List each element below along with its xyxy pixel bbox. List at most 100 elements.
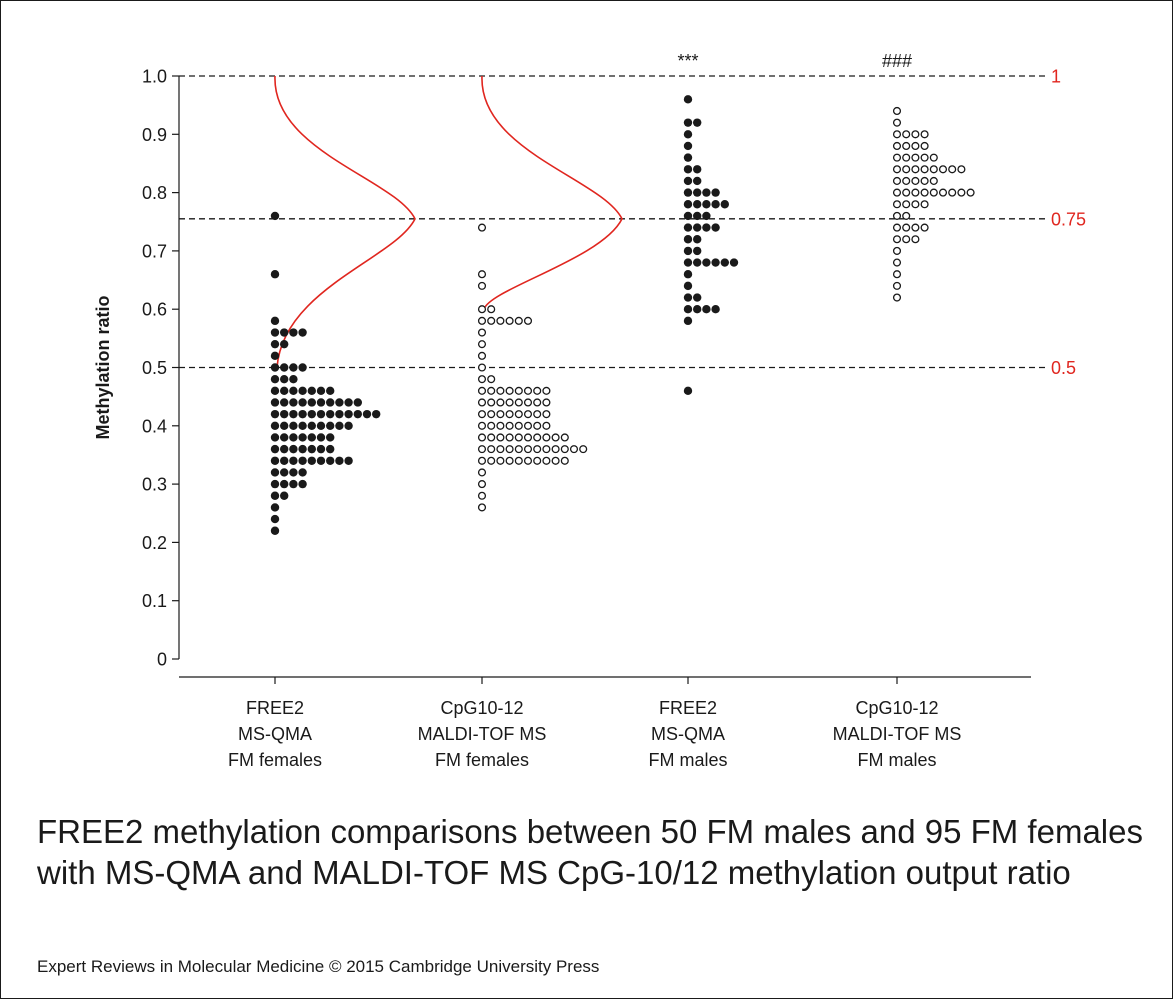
data-point bbox=[316, 386, 326, 396]
x-tick-label: MALDI-TOF MS bbox=[833, 724, 962, 744]
x-tick-label: MS-QMA bbox=[238, 724, 312, 744]
data-point bbox=[693, 165, 702, 174]
data-point bbox=[270, 211, 280, 221]
data-point bbox=[683, 270, 693, 279]
data-point bbox=[902, 211, 911, 220]
data-point bbox=[353, 398, 362, 407]
significance-mark: *** bbox=[677, 51, 698, 71]
data-point bbox=[270, 398, 280, 407]
reference-line-label: 1 bbox=[1051, 67, 1061, 87]
data-point bbox=[487, 433, 496, 442]
data-point bbox=[514, 316, 523, 325]
data-point bbox=[966, 188, 975, 197]
data-point bbox=[335, 456, 344, 465]
data-point bbox=[523, 421, 533, 430]
data-point bbox=[902, 153, 911, 162]
data-point bbox=[496, 456, 505, 465]
data-point bbox=[920, 165, 929, 174]
data-point bbox=[496, 386, 505, 395]
data-point bbox=[477, 386, 487, 395]
data-point bbox=[289, 421, 298, 430]
data-point bbox=[514, 410, 523, 419]
y-tick-label: 0.1 bbox=[142, 591, 167, 611]
figure-credit: Expert Reviews in Molecular Medicine © 2… bbox=[37, 957, 600, 976]
data-point bbox=[523, 386, 533, 395]
data-point bbox=[505, 398, 514, 407]
data-point bbox=[533, 433, 542, 442]
data-point bbox=[711, 223, 720, 232]
data-point bbox=[477, 375, 487, 384]
data-point bbox=[514, 445, 523, 454]
data-point bbox=[702, 211, 711, 221]
x-tick-label: MS-QMA bbox=[651, 724, 725, 744]
data-point bbox=[344, 456, 353, 465]
data-point bbox=[270, 421, 280, 430]
data-point bbox=[929, 153, 938, 162]
x-tick-label: FM females bbox=[228, 750, 322, 770]
data-point bbox=[487, 456, 496, 465]
data-point bbox=[920, 130, 929, 139]
data-point bbox=[892, 246, 902, 255]
data-point bbox=[477, 421, 487, 430]
data-point bbox=[911, 176, 920, 185]
data-point bbox=[957, 165, 966, 174]
data-point bbox=[280, 491, 289, 500]
data-point bbox=[683, 293, 693, 302]
data-point bbox=[344, 421, 353, 430]
data-point bbox=[892, 270, 902, 279]
data-point bbox=[298, 386, 307, 396]
data-point bbox=[289, 363, 298, 372]
data-point bbox=[270, 351, 280, 361]
data-point bbox=[683, 223, 693, 232]
data-point bbox=[289, 444, 298, 454]
data-point bbox=[683, 386, 693, 396]
data-point bbox=[270, 386, 280, 396]
data-point bbox=[477, 480, 487, 489]
y-axis-label: Methylation ratio bbox=[93, 295, 113, 439]
data-point bbox=[523, 398, 533, 407]
data-point bbox=[920, 153, 929, 162]
data-point bbox=[307, 398, 316, 407]
data-point bbox=[902, 235, 911, 244]
data-point bbox=[902, 130, 911, 139]
density-curve bbox=[274, 75, 416, 368]
data-point bbox=[326, 444, 335, 454]
x-tick-label: CpG10-12 bbox=[440, 698, 523, 718]
data-point bbox=[514, 386, 523, 395]
data-point bbox=[298, 421, 307, 430]
data-point bbox=[702, 200, 711, 209]
data-point bbox=[693, 235, 702, 244]
data-point bbox=[523, 316, 533, 325]
density-curve bbox=[481, 75, 623, 310]
data-point bbox=[335, 398, 344, 407]
data-point bbox=[477, 351, 487, 360]
data-point bbox=[911, 141, 920, 151]
data-point bbox=[270, 456, 280, 465]
data-point bbox=[902, 165, 911, 174]
data-point bbox=[542, 386, 551, 395]
x-tick-label: FM males bbox=[857, 750, 936, 770]
data-point bbox=[326, 386, 335, 396]
data-point bbox=[693, 118, 702, 127]
x-tick-label: FREE2 bbox=[659, 698, 717, 718]
data-point bbox=[477, 305, 487, 314]
data-point bbox=[280, 339, 289, 349]
data-point bbox=[477, 270, 487, 279]
data-point bbox=[270, 433, 280, 442]
data-point bbox=[683, 281, 693, 291]
data-point bbox=[477, 468, 487, 477]
data-point bbox=[542, 421, 551, 430]
data-point bbox=[929, 165, 938, 174]
data-point bbox=[569, 445, 579, 454]
data-point bbox=[693, 223, 702, 232]
data-point bbox=[720, 200, 729, 209]
data-point bbox=[307, 421, 316, 430]
data-point bbox=[496, 421, 505, 430]
data-point bbox=[270, 468, 280, 477]
data-point bbox=[505, 456, 514, 465]
data-point bbox=[683, 200, 693, 209]
data-point bbox=[280, 328, 289, 337]
data-point bbox=[702, 258, 711, 267]
data-point bbox=[683, 141, 693, 151]
data-point bbox=[496, 398, 505, 407]
